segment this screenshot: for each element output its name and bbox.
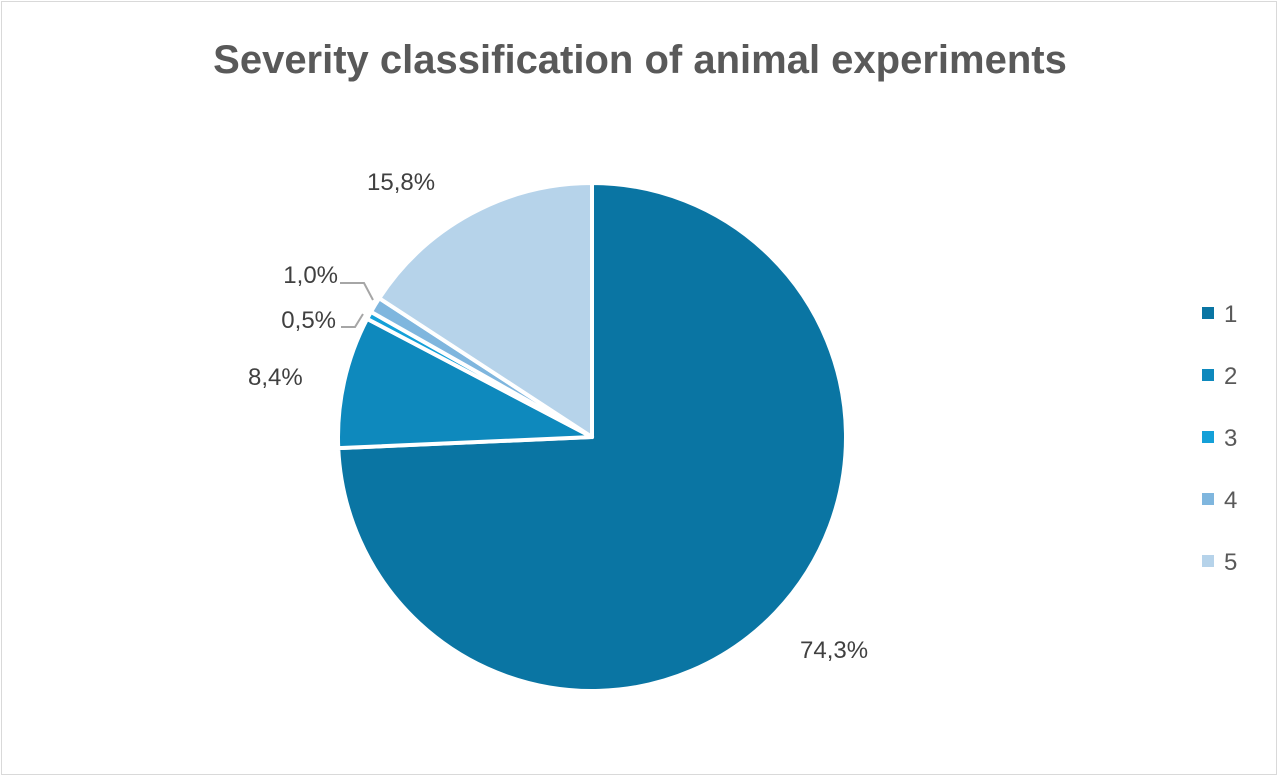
data-label-4: 1,0% [283,262,338,289]
legend-swatch-2 [1202,369,1214,381]
pie-slice-2 [336,316,594,451]
legend-label-5: 5 [1224,549,1237,576]
pie-slice-5 [377,181,594,439]
legend-label-1: 1 [1224,301,1237,328]
data-label-2: 8,4% [248,364,303,391]
data-label-3: 0,5% [281,307,336,334]
legend-swatch-3 [1202,431,1214,443]
leader-line-3 [341,313,364,328]
legend-label-4: 4 [1224,487,1237,514]
legend-swatch-5 [1202,555,1214,567]
data-label-1: 74,3% [800,637,868,664]
legend-swatch-4 [1202,493,1214,505]
chart-title: Severity classification of animal experi… [213,38,1067,82]
legend-swatch-1 [1202,307,1214,319]
legend-label-2: 2 [1224,363,1237,390]
legend-label-3: 3 [1224,425,1237,452]
leader-line-4 [340,282,374,301]
data-label-5: 15,8% [367,169,435,196]
